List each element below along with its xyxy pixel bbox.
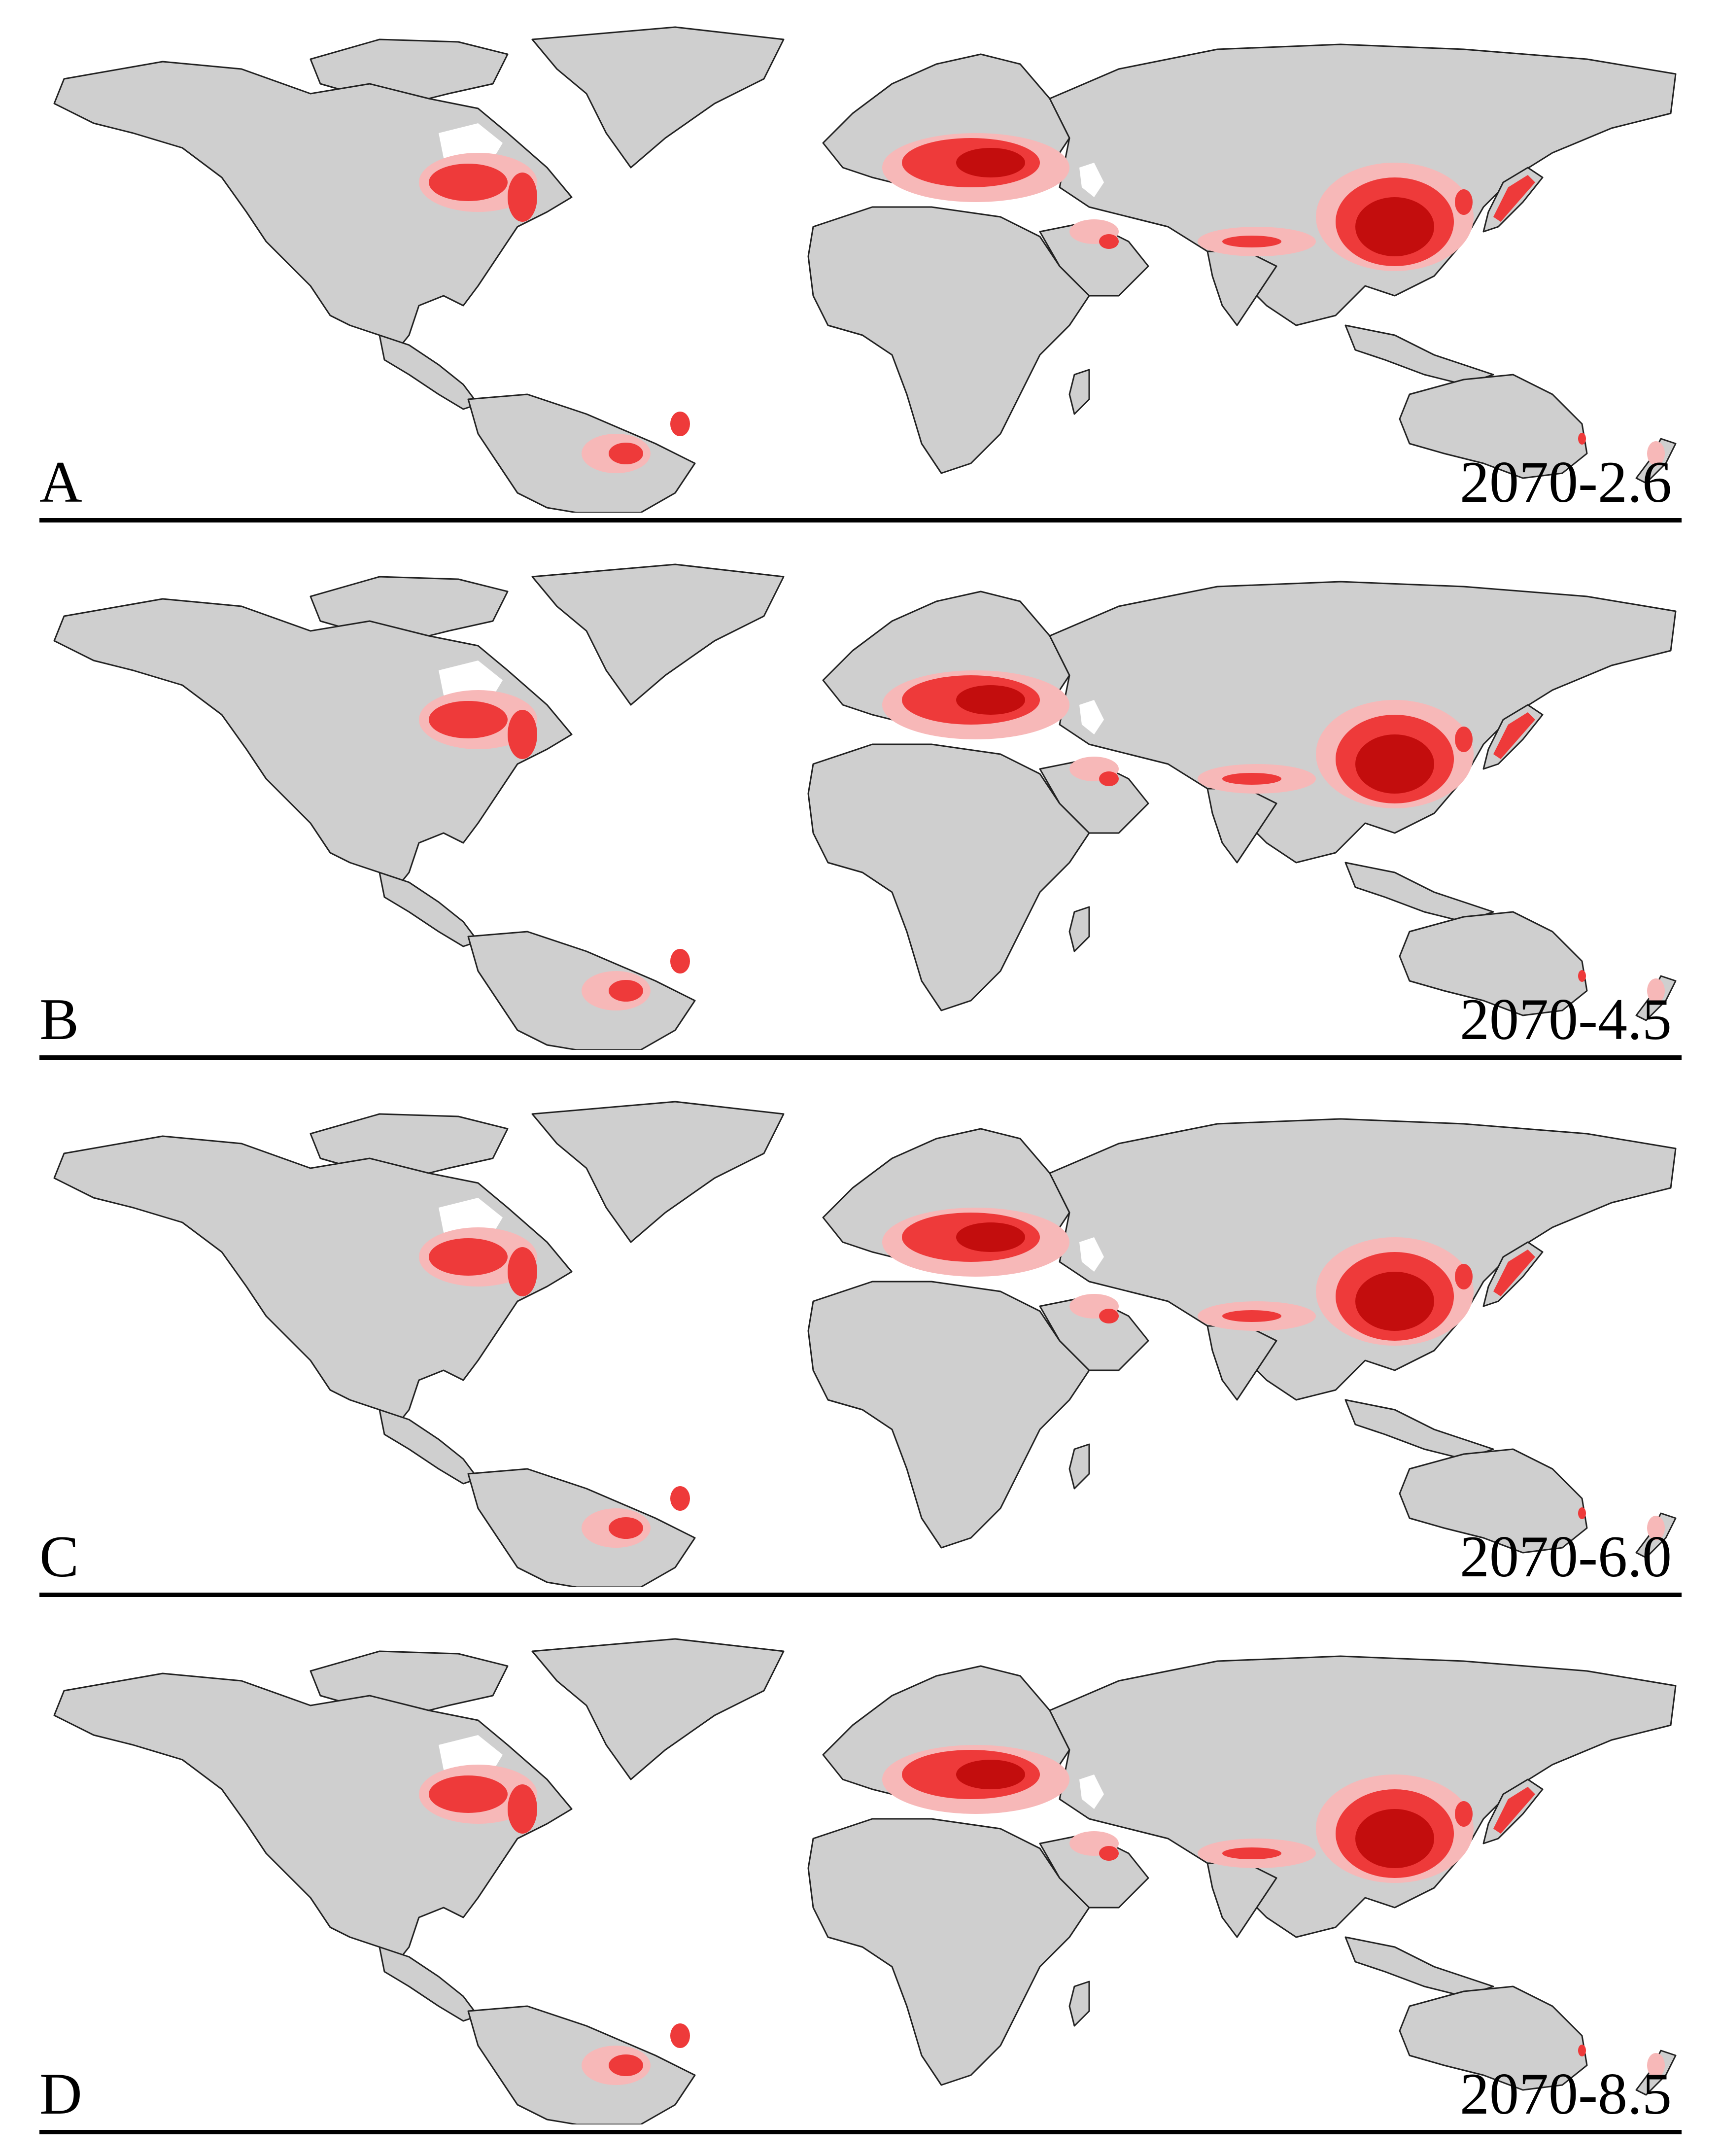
suitability-north-america [419,690,537,759]
greenland [531,563,785,706]
suitability-middle-east [1069,219,1119,249]
suitability-china [1316,163,1474,271]
suitability-north-america [419,1227,537,1296]
divider-rule [39,1593,1682,1597]
scenario-label: 2070-4.5 [1460,986,1672,1052]
suitability-south-asia [1198,1301,1316,1331]
suitability-japan [1455,1250,1535,1296]
greenland [531,1101,785,1243]
suitability-middle-east [1069,757,1119,786]
suitability-south-america [582,1486,690,1548]
suitability-south-america [582,412,690,473]
world-map [53,26,1677,513]
world-map [53,1101,1677,1587]
central-america [379,871,479,947]
suitability-south-asia [1198,1839,1316,1868]
suitability-europe [882,670,1069,739]
central-america [379,1409,479,1485]
africa [807,1281,1090,1549]
madagascar [1068,1981,1090,2027]
panel-letter: D [39,2061,82,2126]
central-america [379,1946,479,2022]
southeast-asia-islands [1344,324,1494,385]
suitability-oceania [1578,970,1665,1003]
map-panel-a: A 2070-2.6 [0,10,1721,532]
suitability-japan [1455,175,1535,222]
divider-rule [39,1055,1682,1060]
suitability-oceania [1578,2045,1665,2078]
suitability-europe [882,133,1069,202]
suitability-middle-east [1069,1831,1119,1861]
madagascar [1068,906,1090,952]
suitability-europe [882,1208,1069,1277]
scenario-label: 2070-2.6 [1460,449,1672,515]
panel-letter: B [39,986,79,1052]
greenland [531,26,785,169]
africa [807,1818,1090,2086]
central-america [379,334,479,410]
divider-rule [39,2130,1682,2134]
africa [807,743,1090,1011]
map-panel-d: D 2070-8.5 [0,1622,1721,2144]
australia [1399,1448,1588,1554]
suitability-middle-east [1069,1294,1119,1323]
greenland [531,1638,785,1780]
divider-rule [39,518,1682,522]
scenario-label: 2070-8.5 [1460,2061,1672,2126]
map-panel-c: C 2070-6.0 [0,1084,1721,1607]
australia [1399,1985,1588,2091]
suitability-south-asia [1198,764,1316,794]
suitability-japan [1455,1787,1535,1834]
suitability-china [1316,1774,1474,1883]
madagascar [1068,1443,1090,1490]
africa [807,206,1090,474]
suitability-china [1316,700,1474,808]
world-map [53,1638,1677,2124]
suitability-south-america [582,949,690,1010]
world-map [53,563,1677,1050]
suitability-europe [882,1745,1069,1814]
southeast-asia-islands [1344,862,1494,923]
suitability-china [1316,1237,1474,1346]
australia [1399,911,1588,1016]
southeast-asia-islands [1344,1936,1494,1997]
scenario-label: 2070-6.0 [1460,1524,1672,1589]
suitability-north-america [419,153,537,222]
suitability-south-asia [1198,227,1316,256]
suitability-japan [1455,712,1535,759]
australia [1399,374,1588,479]
madagascar [1068,369,1090,415]
suitability-north-america [419,1765,537,1834]
panel-letter: A [39,449,82,515]
panel-letter: C [39,1524,79,1589]
map-panel-b: B 2070-4.5 [0,547,1721,1070]
suitability-oceania [1578,433,1665,466]
suitability-oceania [1578,1507,1665,1540]
suitability-south-america [582,2023,690,2085]
southeast-asia-islands [1344,1399,1494,1460]
